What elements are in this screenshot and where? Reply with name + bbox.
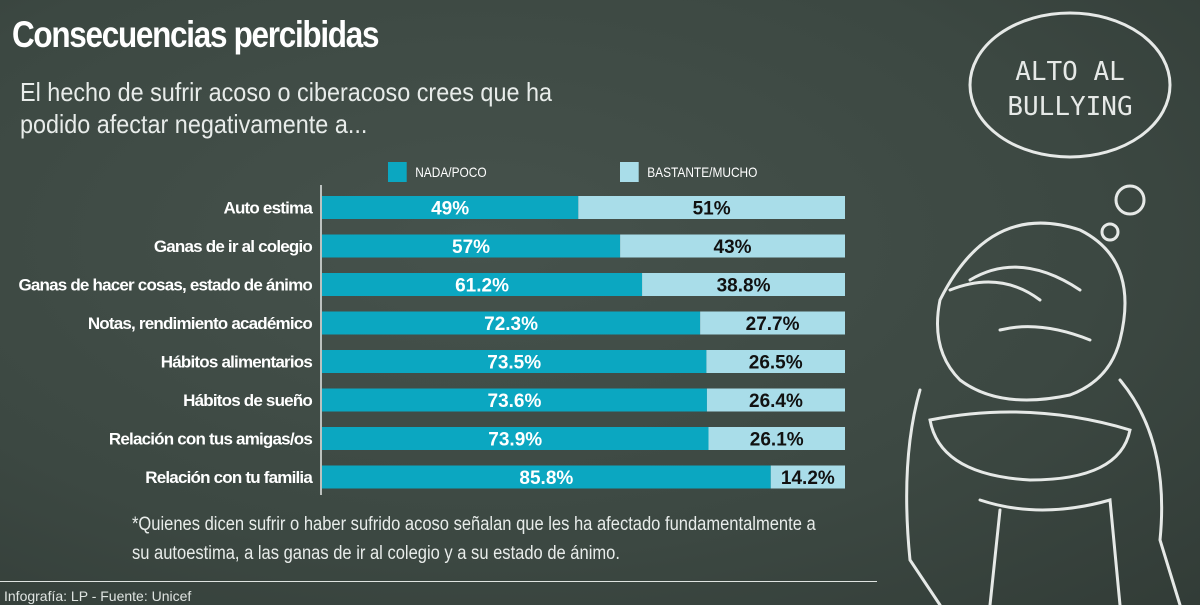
head <box>936 221 1127 402</box>
category-label: Ganas de ir al colegio <box>154 237 313 256</box>
bar-nada-poco <box>322 273 643 296</box>
legend-swatch-nada <box>388 162 407 182</box>
bubble-text-1: ALTO AL <box>1015 57 1125 87</box>
data-label: 57% <box>452 237 490 258</box>
thought-dot <box>1100 222 1120 242</box>
data-label: 72.3% <box>484 314 538 335</box>
thought-bubble <box>968 11 1172 159</box>
bar-nada-poco <box>322 388 707 412</box>
category-label: Ganas de hacer cosas, estado de ánimo <box>18 276 312 295</box>
footnote: *Quienes dicen sufrir o haber sufrido ac… <box>132 514 816 564</box>
data-label: 38.8% <box>717 276 771 297</box>
category-label: Relación con tu familia <box>145 468 313 487</box>
data-label: 14.2% <box>781 468 835 489</box>
bar-nada-poco <box>322 196 579 219</box>
bar-nada-poco <box>322 465 771 489</box>
category-label: Auto estima <box>224 199 314 218</box>
bar-bastante-mucho <box>620 234 845 258</box>
data-label: 73.6% <box>488 391 542 412</box>
data-label: 26.5% <box>749 353 803 374</box>
legend-label: BASTANTE/MUCHO <box>647 164 758 180</box>
data-label: 49% <box>431 199 469 220</box>
data-label: 51% <box>693 199 731 220</box>
bar-nada-poco <box>322 234 621 258</box>
chalk-boy-illustration: ALTO AL BULLYING <box>905 11 1182 605</box>
bar-bastante-mucho <box>578 196 845 219</box>
data-label: 73.5% <box>487 353 541 374</box>
bar-bastante-mucho <box>642 273 845 296</box>
divider <box>0 581 877 582</box>
bubble-text-2: BULLYING <box>1007 92 1132 122</box>
data-label: 73.9% <box>488 430 542 451</box>
stacked-bar-chart: Auto estima 49% 51% Ganas de ir al colegio 5… <box>18 185 845 495</box>
legend-bastante-mucho: BASTANTE/MUCHO <box>620 162 757 182</box>
category-label: Hábitos alimentarios <box>161 353 313 372</box>
legend-nada-poco: NADA/POCO <box>388 162 487 182</box>
source-credit: Infografía: LP - Fuente: Unicef <box>4 588 192 604</box>
chart-subtitle: El hecho de sufrir acoso o ciberacoso cr… <box>20 77 553 139</box>
chart-title: Consecuencias percibidas <box>12 14 379 55</box>
bar-bastante-mucho <box>706 388 845 412</box>
bar-nada-poco <box>322 427 709 450</box>
data-label: 43% <box>714 237 752 258</box>
bar-bastante-mucho <box>770 465 845 489</box>
thought-dot <box>1114 184 1146 216</box>
category-label: Notas, rendimiento académico <box>88 314 313 333</box>
data-label: 61.2% <box>455 276 509 297</box>
bar-bastante-mucho <box>708 427 845 450</box>
bar-nada-poco <box>322 311 701 335</box>
legend-label: NADA/POCO <box>415 164 487 180</box>
crossed-arms <box>928 410 1132 482</box>
bar-bastante-mucho <box>706 350 845 373</box>
category-label: Relación con tus amigas/os <box>109 430 312 449</box>
data-label: 85.8% <box>519 468 573 489</box>
legend-swatch-bastante <box>620 162 639 182</box>
legs <box>978 498 1122 605</box>
hair <box>948 265 1092 342</box>
category-label: Hábitos de sueño <box>183 391 312 410</box>
body <box>905 378 1182 605</box>
data-label: 26.1% <box>750 430 804 451</box>
data-label: 26.4% <box>749 391 803 412</box>
bar-bastante-mucho <box>700 311 845 335</box>
data-label: 27.7% <box>746 314 800 335</box>
bar-nada-poco <box>322 350 707 373</box>
